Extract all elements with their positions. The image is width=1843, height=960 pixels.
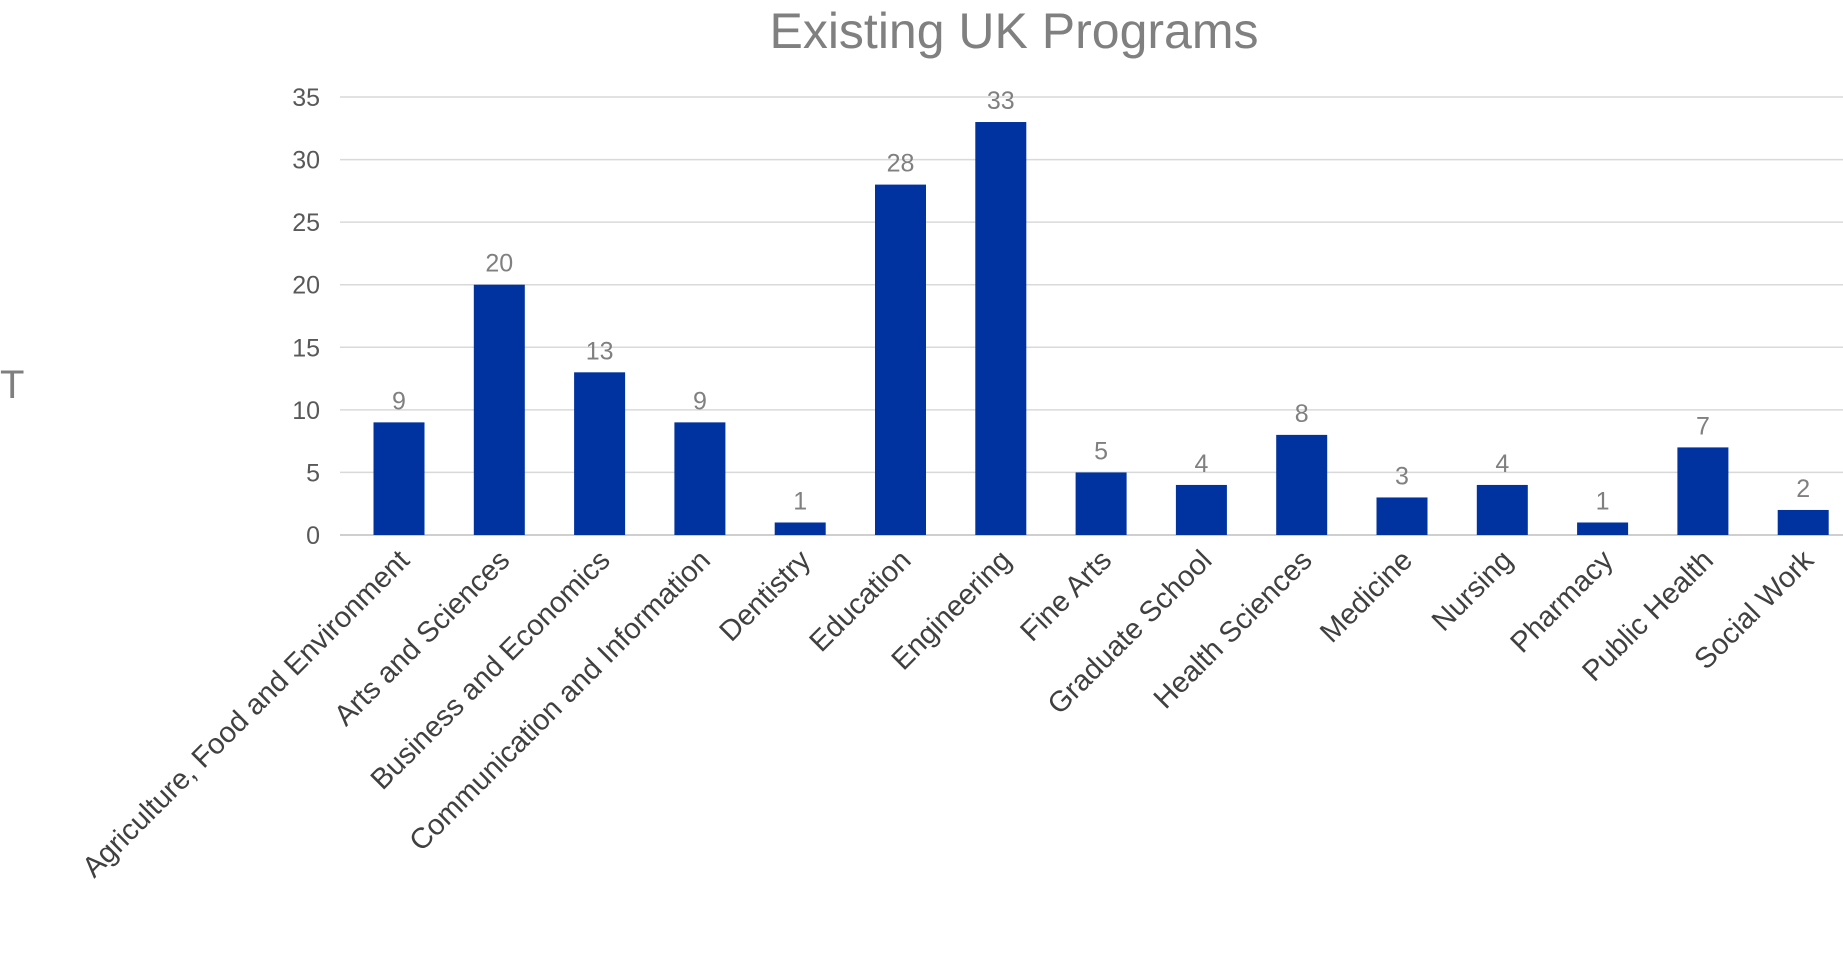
category-label: Arts and Sciences <box>328 544 516 732</box>
data-label: 1 <box>793 487 807 515</box>
gridlines <box>340 96 1843 536</box>
y-tick-label: 35 <box>292 84 320 112</box>
category-label: Medicine <box>1314 544 1419 649</box>
data-label: 5 <box>1094 437 1108 465</box>
y-tick-label: 20 <box>292 272 320 300</box>
bar <box>875 184 926 535</box>
category-label: Fine Arts <box>1015 544 1119 648</box>
stray-glyph-text: Т <box>0 363 24 407</box>
data-label: 7 <box>1696 412 1710 440</box>
data-label: 28 <box>887 150 915 178</box>
category-label: Dentistry <box>714 544 818 648</box>
category-label: Nursing <box>1426 544 1519 637</box>
bar <box>1376 497 1428 535</box>
y-tick-label: 15 <box>292 334 320 362</box>
bar <box>1677 447 1729 535</box>
y-tick-label: 30 <box>292 147 320 175</box>
bar <box>1476 484 1528 535</box>
data-label: 9 <box>392 387 406 415</box>
data-label: 20 <box>485 250 513 278</box>
data-label: 4 <box>1495 450 1509 478</box>
data-label: 33 <box>987 87 1015 115</box>
bar <box>674 422 726 535</box>
data-label: 3 <box>1395 462 1409 490</box>
bar <box>373 422 425 535</box>
bar <box>574 372 626 535</box>
bar <box>1577 522 1629 535</box>
bar <box>1075 472 1127 535</box>
y-tick-label: 25 <box>292 209 320 237</box>
bar <box>975 122 1027 536</box>
y-tick-label: 0 <box>306 522 320 550</box>
bars <box>373 122 1829 536</box>
bar <box>1175 484 1227 535</box>
data-label: 13 <box>586 337 614 365</box>
data-label: 4 <box>1194 450 1208 478</box>
data-labels: 9 20 13 9 1 28 33 5 4 8 3 4 1 7 2 <box>392 87 1810 515</box>
chart-title: Existing UK Programs <box>769 3 1258 59</box>
bar <box>1276 434 1328 535</box>
bar <box>774 522 826 535</box>
y-tick-label: 5 <box>306 459 320 487</box>
data-label: 9 <box>693 387 707 415</box>
data-label: 1 <box>1596 487 1610 515</box>
bar <box>473 284 525 535</box>
y-tick-label: 10 <box>292 397 320 425</box>
y-axis-tick-labels: 0 5 10 15 20 25 30 35 <box>292 84 320 550</box>
data-label: 8 <box>1295 400 1309 428</box>
data-label: 2 <box>1796 475 1810 503</box>
bar <box>1777 509 1829 535</box>
